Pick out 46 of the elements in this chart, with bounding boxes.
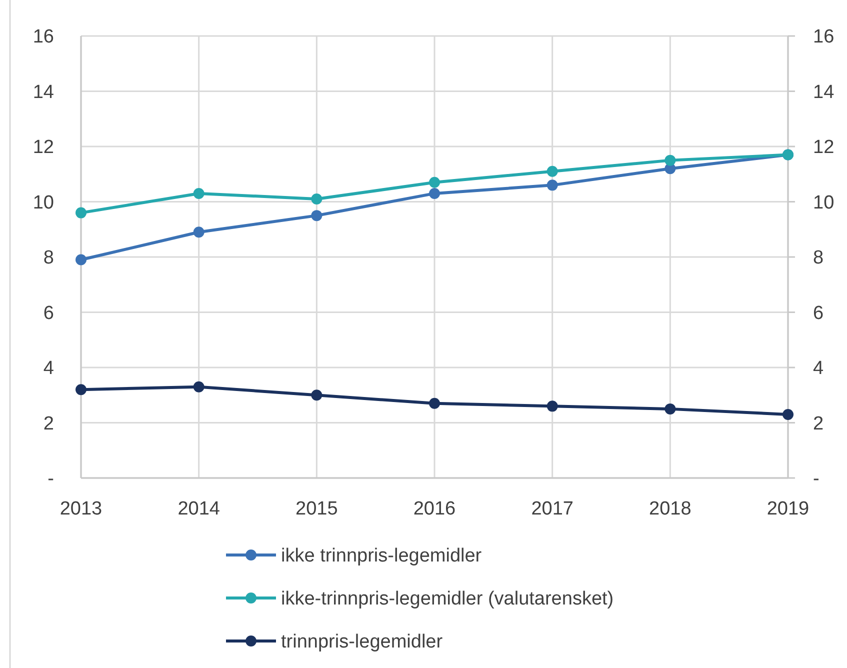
point xyxy=(546,180,558,191)
y-tick-label: 12 xyxy=(32,137,54,158)
y2-tick-label: 10 xyxy=(813,192,834,214)
x-tick-label: 2017 xyxy=(531,498,574,520)
legend-label: trinnpris-legemidler xyxy=(281,632,444,653)
y-tick-label: 6 xyxy=(43,302,54,324)
point xyxy=(311,210,322,222)
point xyxy=(311,390,322,401)
point xyxy=(193,381,204,392)
point xyxy=(193,188,204,199)
point xyxy=(193,226,204,238)
y2-tick-label: 2 xyxy=(813,413,824,434)
y-tick-label: 14 xyxy=(32,82,54,103)
point xyxy=(429,398,440,409)
y2-tick-label: 4 xyxy=(813,358,824,380)
point xyxy=(664,403,676,414)
y-tick-label: 8 xyxy=(43,248,54,269)
x-tick-label: 2015 xyxy=(296,498,338,520)
x-tick-label: 2014 xyxy=(178,498,220,520)
point xyxy=(429,188,440,199)
point xyxy=(76,207,86,218)
y2-tick-label: 6 xyxy=(813,302,824,324)
legend-label: ikke-trinnpris-legemidler (valutarensket) xyxy=(281,588,614,610)
point xyxy=(76,384,86,396)
legend-label: ikke trinnpris-legemidler xyxy=(281,546,482,567)
x-tick-label: 2018 xyxy=(649,498,692,520)
point xyxy=(546,400,558,412)
y-tick-label: 16 xyxy=(32,26,54,48)
point xyxy=(76,254,86,266)
y-tick-label: 4 xyxy=(43,358,54,380)
point xyxy=(782,408,794,420)
y-tick-label: 2 xyxy=(43,413,54,434)
point xyxy=(664,154,676,166)
x-tick-label: 2019 xyxy=(766,498,810,520)
x-tick-label: 2016 xyxy=(413,498,456,520)
y2-tick-label: 12 xyxy=(813,137,834,158)
point xyxy=(311,193,322,204)
x-tick-label: 2013 xyxy=(60,498,102,520)
y2-tick-label: 8 xyxy=(813,248,824,269)
y2-tick-label: 14 xyxy=(813,82,835,103)
y-tick-label: 10 xyxy=(32,192,54,214)
y-tick-label: - xyxy=(48,468,54,490)
point xyxy=(429,176,440,188)
point xyxy=(546,166,558,177)
y2-tick-label: 16 xyxy=(813,26,834,48)
y2-tick-label: - xyxy=(813,468,820,490)
